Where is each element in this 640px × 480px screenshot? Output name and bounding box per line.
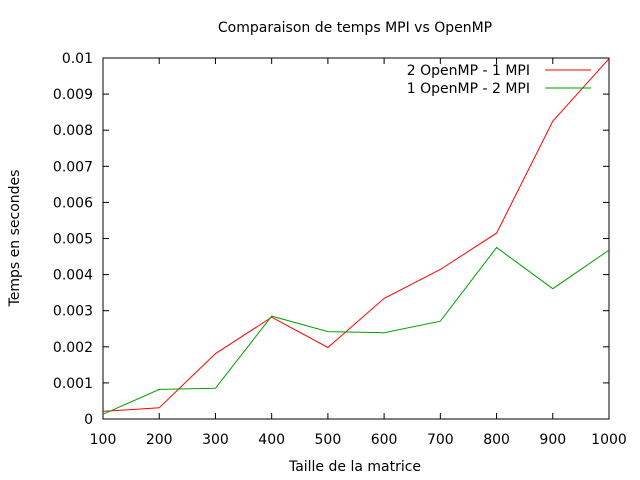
y-tick-label: 0.01: [62, 51, 93, 67]
y-tick-label: 0.003: [53, 304, 93, 320]
x-tick-label: 400: [258, 432, 285, 448]
legend: 2 OpenMP - 1 MPI 1 OpenMP - 2 MPI: [407, 63, 591, 97]
x-axis-label: Taille de la matrice: [288, 459, 421, 475]
y-tick-label: 0.006: [53, 195, 93, 211]
x-tick-label: 700: [427, 432, 454, 448]
y-tick-label: 0.002: [53, 340, 93, 356]
legend-label-2: 1 OpenMP - 2 MPI: [407, 81, 530, 97]
x-tick-label: 800: [483, 432, 510, 448]
x-tick-label: 600: [371, 432, 398, 448]
y-tick-label: 0.001: [53, 376, 93, 392]
y-tick-label: 0.009: [53, 87, 93, 103]
x-tick-label: 900: [539, 432, 566, 448]
x-tick-label: 200: [146, 432, 173, 448]
chart-title: Comparaison de temps MPI vs OpenMP: [218, 20, 492, 36]
x-tick-label: 1000: [591, 432, 627, 448]
y-tick-label: 0.007: [53, 159, 93, 175]
y-axis-label: Temps en secondes: [7, 170, 23, 308]
y-tick-label: 0.005: [53, 232, 93, 248]
y-tick-label: 0.004: [53, 268, 93, 284]
x-tick-label: 500: [315, 432, 342, 448]
series-line-1: [102, 58, 610, 412]
series-line-2: [102, 246, 610, 415]
y-tick-label: 0.008: [53, 123, 93, 139]
axis-ticks: 100 200 300 400 500 600 700 800 900 1000 0 0.001 0.0…: [53, 51, 627, 448]
x-tick-label: 300: [202, 432, 229, 448]
legend-label-1: 2 OpenMP - 1 MPI: [407, 63, 530, 79]
y-tick-label: 0: [84, 412, 93, 428]
x-tick-label: 100: [90, 432, 117, 448]
series-layer: [102, 58, 610, 415]
plot-frame: [102, 57, 610, 420]
